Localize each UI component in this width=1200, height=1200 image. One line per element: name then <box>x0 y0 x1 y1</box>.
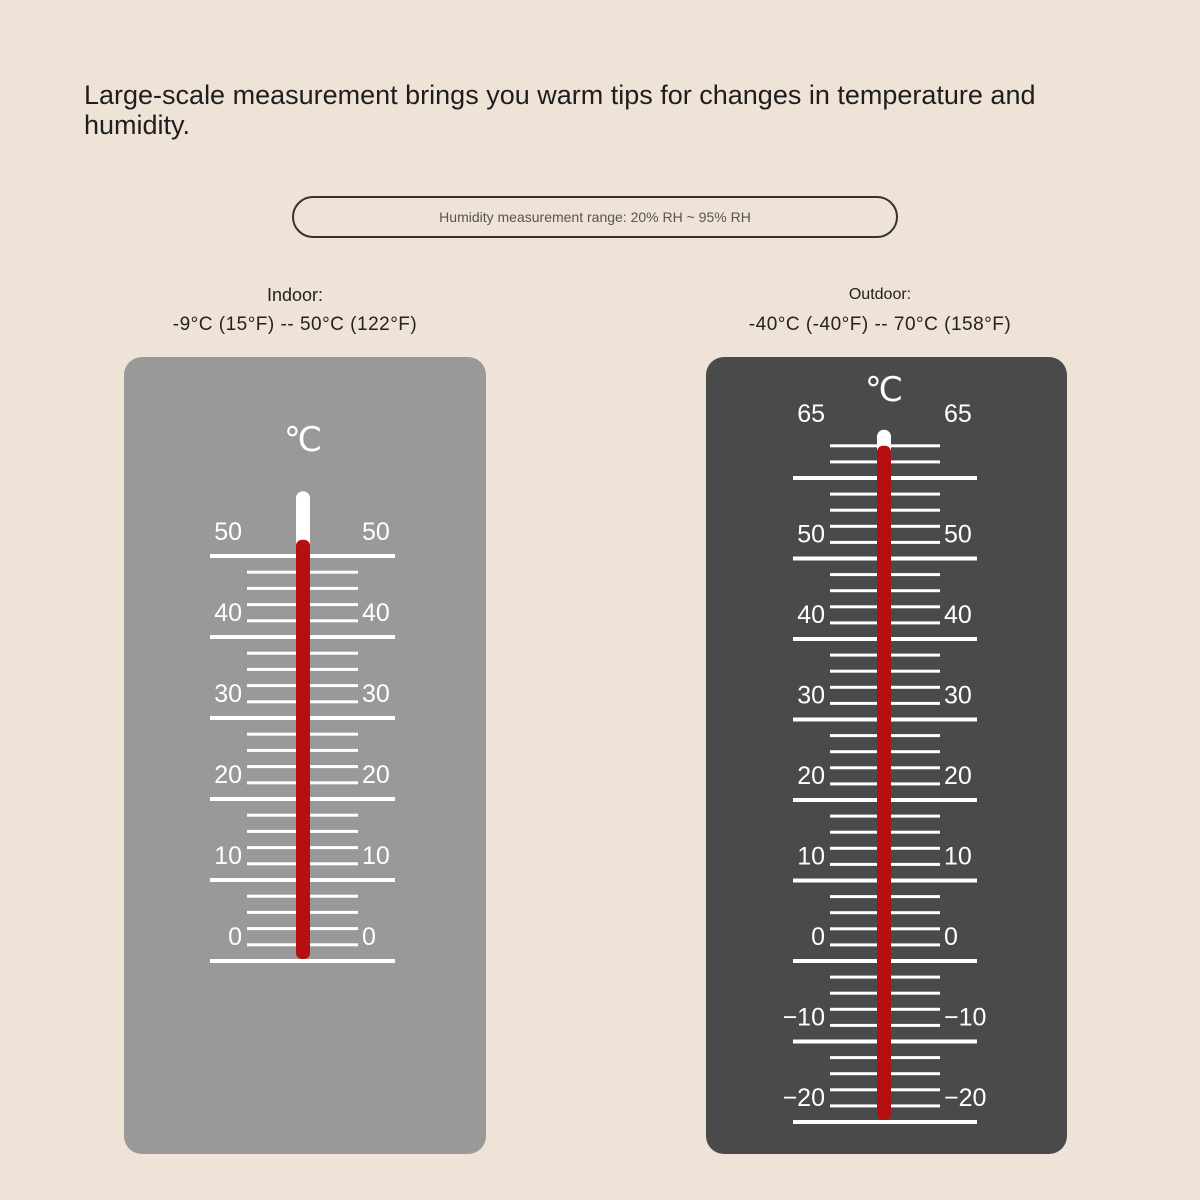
indoor-major-tick <box>210 959 395 963</box>
indoor-caption-range: -9°C (15°F) -- 50°C (122°F) <box>172 314 418 335</box>
indoor-caption: Indoor: -9°C (15°F) -- 50°C (122°F) <box>120 282 470 342</box>
indoor-scale-label-right: 40 <box>362 599 390 627</box>
outdoor-scale-label-left: 50 <box>797 521 825 549</box>
outdoor-scale-label-left: 65 <box>797 400 825 428</box>
outdoor-scale-label-right: 50 <box>944 521 972 549</box>
outdoor-scale-label-right: −10 <box>944 1004 986 1032</box>
outdoor-scale-label-right: 10 <box>944 843 972 871</box>
indoor-scale-label-right: 20 <box>362 761 390 789</box>
outdoor-scale-label-right: −20 <box>944 1084 986 1112</box>
indoor-scale-label-right: 30 <box>362 680 390 708</box>
outdoor-caption-title: Outdoor: <box>848 286 912 303</box>
outdoor-thermometer: 65 65 50 50 40 40 30 30 20 20 10 10 0 0 −10 −10 −20 −20 ℃ <box>783 370 986 1124</box>
indoor-scale-label-left: 40 <box>214 599 242 627</box>
outdoor-caption-range: -40°C (-40°F) -- 70°C (158°F) <box>748 314 1012 335</box>
indoor-scale-label-left: 50 <box>214 518 242 546</box>
outdoor-scale-label-left: 20 <box>797 762 825 790</box>
indoor-scale-label-left: 10 <box>214 842 242 870</box>
indoor-scale-label-right: 50 <box>362 518 390 546</box>
outdoor-thermometer-panel: 65 65 50 50 40 40 30 30 20 20 10 10 0 0 −10 −10 −20 −20 ℃ <box>706 357 1067 1154</box>
outdoor-scale-label-right: 30 <box>944 682 972 710</box>
outdoor-mercury-column <box>877 445 891 1120</box>
outdoor-scale-label-right: 20 <box>944 762 972 790</box>
indoor-mercury-column <box>296 539 310 959</box>
indoor-scale-label-left: 30 <box>214 680 242 708</box>
headline: Large-scale measurement brings you warm … <box>84 80 1036 140</box>
humidity-range-text: Humidity measurement range: 20% RH ~ 95%… <box>439 209 751 225</box>
outdoor-scale-label-left: 30 <box>797 682 825 710</box>
outdoor-scale-label-left: −20 <box>783 1084 825 1112</box>
outdoor-major-tick <box>793 1120 977 1124</box>
indoor-scale-label-right: 10 <box>362 842 390 870</box>
outdoor-celsius-unit: ℃ <box>865 370 903 410</box>
indoor-thermometer: 50 50 40 40 30 30 20 20 10 10 0 0 ℃ <box>210 420 395 963</box>
outdoor-scale-label-left: −10 <box>783 1004 825 1032</box>
indoor-scale-label-left: 20 <box>214 761 242 789</box>
humidity-range-pill: Humidity measurement range: 20% RH ~ 95%… <box>292 196 898 238</box>
indoor-scale-label-right: 0 <box>362 923 376 951</box>
outdoor-caption: Outdoor: -40°C (-40°F) -- 70°C (158°F) <box>700 282 1060 342</box>
outdoor-scale-label-right: 40 <box>944 601 972 629</box>
indoor-caption-title: Indoor: <box>266 285 324 305</box>
outdoor-scale-label-left: 40 <box>797 601 825 629</box>
outdoor-scale-label-right: 0 <box>944 923 958 951</box>
indoor-celsius-unit: ℃ <box>284 420 322 460</box>
indoor-thermometer-panel: 50 50 40 40 30 30 20 20 10 10 0 0 ℃ <box>124 357 486 1154</box>
outdoor-scale-label-left: 10 <box>797 843 825 871</box>
outdoor-scale-label-right: 65 <box>944 400 972 428</box>
indoor-scale-label-left: 0 <box>228 923 242 951</box>
outdoor-scale-label-left: 0 <box>811 923 825 951</box>
